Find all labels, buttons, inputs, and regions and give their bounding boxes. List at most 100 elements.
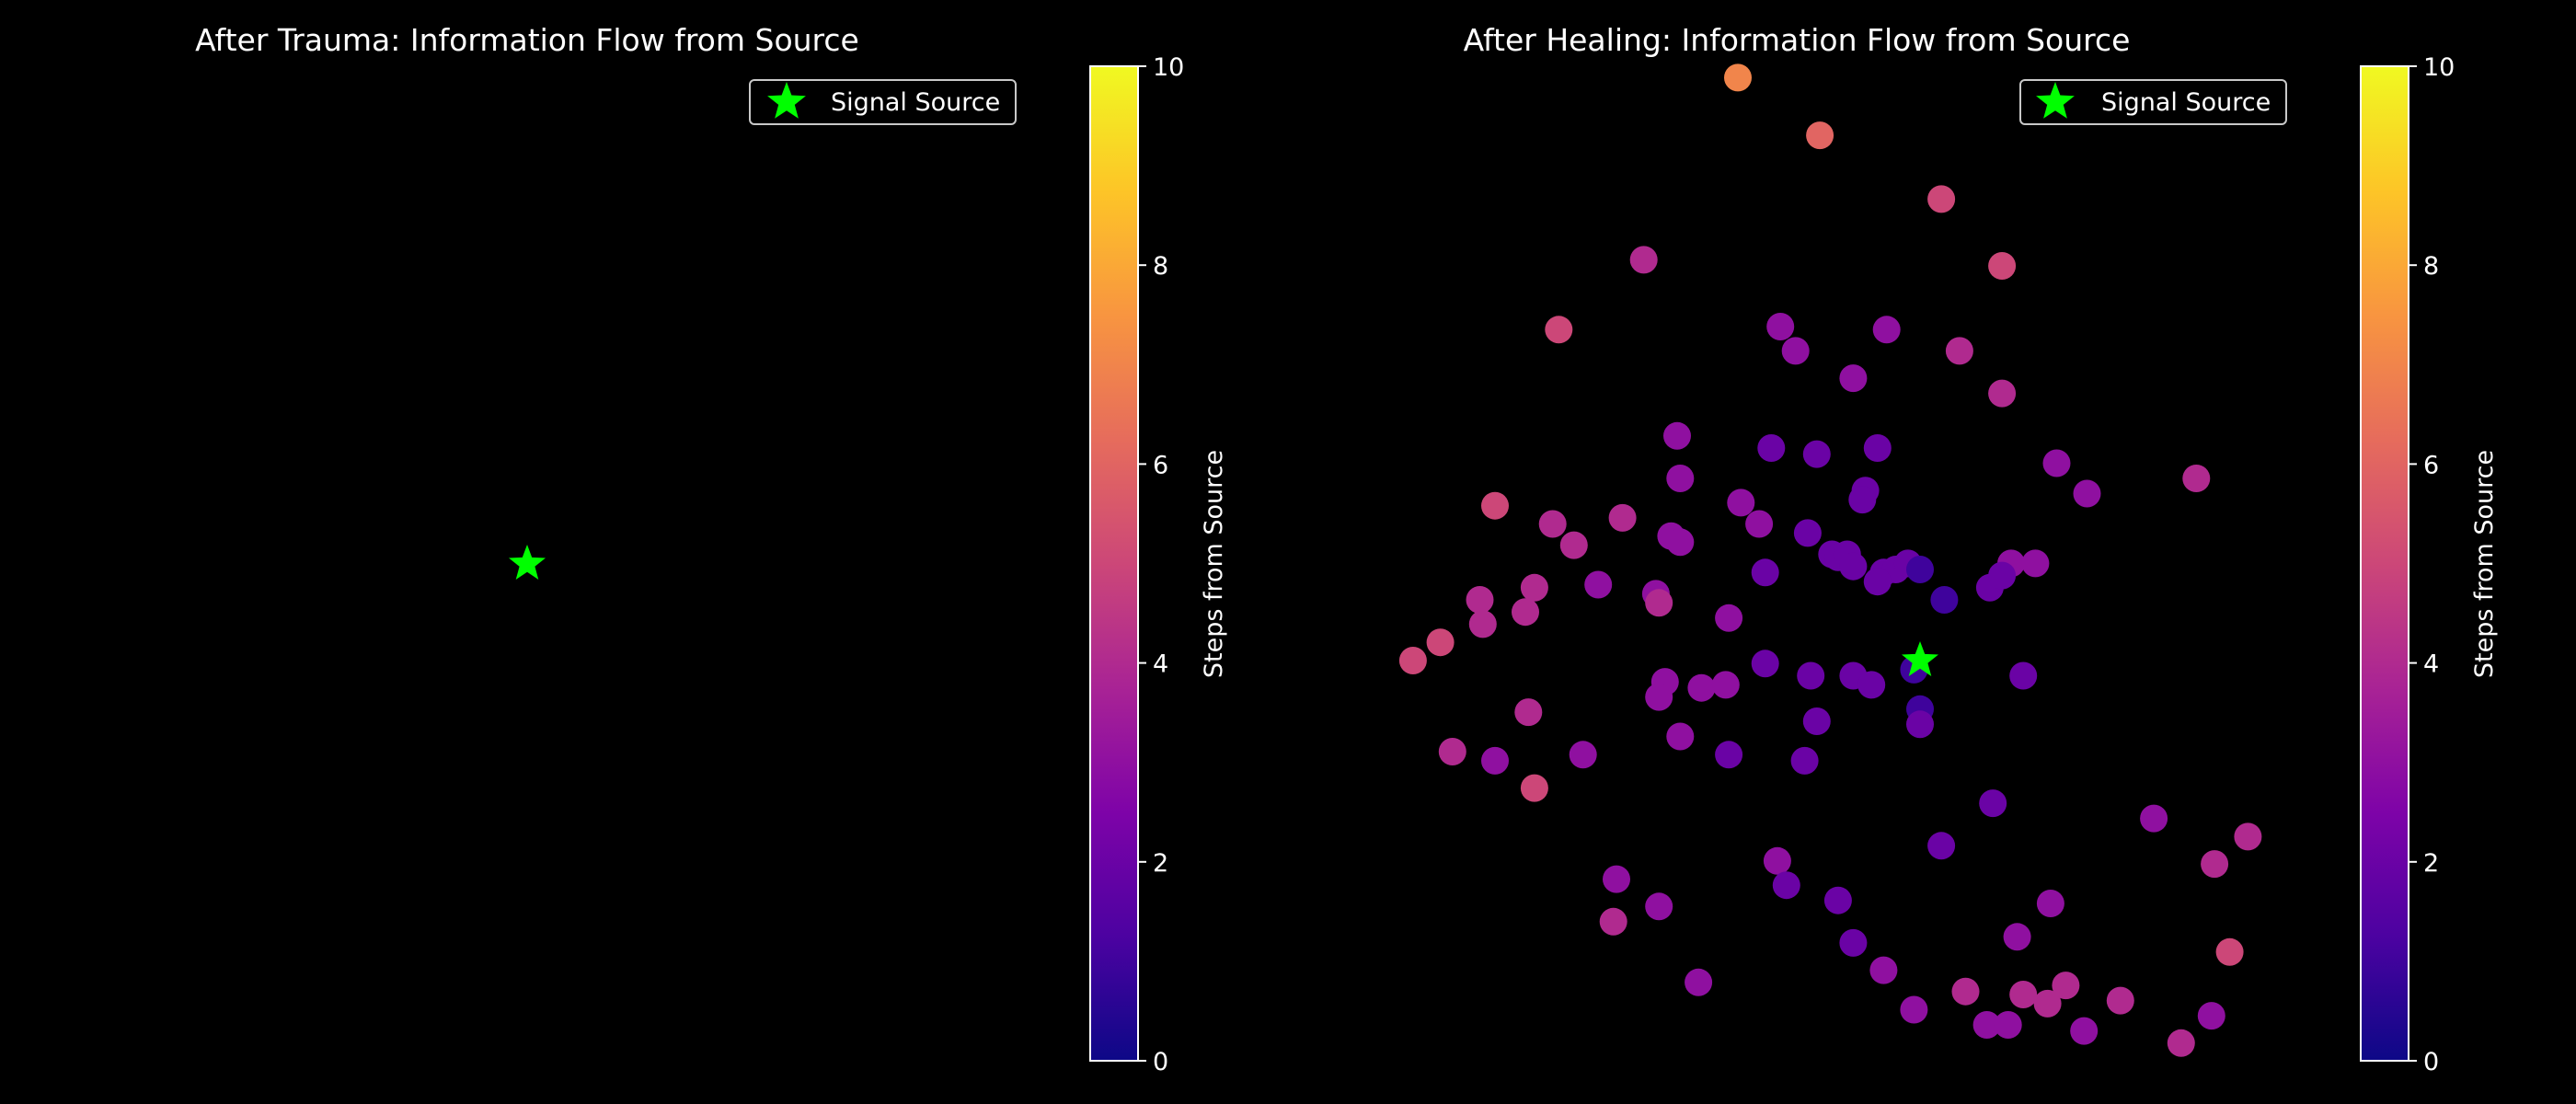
data-point xyxy=(1715,741,1743,769)
data-point xyxy=(1945,337,1973,365)
data-point xyxy=(1806,121,1834,150)
data-point xyxy=(2009,981,2038,1008)
data-point xyxy=(1545,316,1573,344)
data-point xyxy=(1512,598,1539,627)
trauma-legend-star-icon xyxy=(767,82,806,119)
data-point xyxy=(1727,489,1755,517)
data-point xyxy=(1663,421,1691,450)
data-point xyxy=(1872,316,1901,344)
data-point xyxy=(1666,465,1695,492)
healing-legend-star-icon xyxy=(2036,82,2075,119)
healing-panel: After Healing: Information Flow from Sou… xyxy=(1398,22,2499,1076)
data-point xyxy=(1514,698,1543,727)
data-point xyxy=(1927,832,1956,860)
colorbar-tick-label: 2 xyxy=(2423,849,2439,878)
data-point xyxy=(1863,568,1892,596)
colorbar-tick-label: 10 xyxy=(1153,53,1184,82)
healing-colorbar-gradient xyxy=(2360,65,2409,1062)
data-point xyxy=(1724,63,1752,92)
data-point xyxy=(1481,491,1509,520)
data-point xyxy=(1797,661,1825,690)
data-point xyxy=(1757,434,1786,462)
data-point xyxy=(1839,364,1868,393)
data-point xyxy=(1763,846,1791,875)
data-point xyxy=(1781,337,1810,365)
data-point xyxy=(1839,552,1868,581)
data-point xyxy=(2009,661,2038,690)
data-point xyxy=(1988,561,2017,590)
data-point xyxy=(1715,604,1743,632)
colorbar-tick-label: 0 xyxy=(1153,1048,1168,1076)
colorbar-tick-label: 4 xyxy=(1153,650,1168,679)
data-point xyxy=(2033,989,2062,1018)
colorbar-tick-label: 6 xyxy=(1153,451,1168,479)
data-point xyxy=(1666,528,1695,557)
data-point xyxy=(1979,789,2007,818)
trauma-title: After Trauma: Information Flow from Sour… xyxy=(195,22,859,58)
data-point xyxy=(1569,741,1597,769)
data-point xyxy=(1687,673,1716,702)
data-point xyxy=(2073,479,2101,508)
data-point xyxy=(1398,647,1427,674)
healing-title: After Healing: Information Flow from Sou… xyxy=(1464,22,2131,58)
data-point xyxy=(2106,986,2134,1015)
data-point xyxy=(1802,440,1831,468)
healing-colorbar: Steps from Source 0 2 4 6 8 10 xyxy=(2360,53,2499,1076)
data-point xyxy=(1603,865,1630,893)
data-point xyxy=(1438,738,1466,765)
signal-source-star-icon xyxy=(1902,641,1938,676)
data-point xyxy=(1559,531,1588,559)
data-point xyxy=(1666,722,1695,751)
trauma-legend: Signal Source xyxy=(749,79,1017,125)
data-point xyxy=(1751,650,1779,678)
data-point xyxy=(1951,977,1980,1006)
colorbar-tick-label: 8 xyxy=(2423,252,2439,281)
colorbar-tick-label: 10 xyxy=(2423,53,2455,82)
data-point xyxy=(1857,671,1886,699)
data-point xyxy=(2070,1017,2099,1045)
data-point xyxy=(1751,558,1779,587)
data-point xyxy=(1481,746,1509,775)
data-point xyxy=(2036,890,2064,917)
data-point xyxy=(2003,923,2031,951)
data-point xyxy=(1426,628,1455,657)
data-point xyxy=(1972,1011,2001,1039)
trauma-colorbar: Steps from Source 0 2 4 6 8 10 xyxy=(1089,53,1228,1076)
data-point xyxy=(1790,746,1819,775)
data-point xyxy=(2140,804,2168,833)
data-point xyxy=(1772,871,1800,900)
data-point xyxy=(1538,510,1567,538)
data-point xyxy=(1906,710,1934,739)
data-point xyxy=(2182,465,2211,492)
data-point xyxy=(2201,850,2229,879)
data-point xyxy=(1906,556,1934,583)
data-point xyxy=(1863,434,1892,462)
data-point xyxy=(1823,886,1852,914)
data-point xyxy=(2215,937,2244,966)
data-point xyxy=(1927,185,1956,213)
data-point xyxy=(1520,573,1548,602)
data-point xyxy=(1645,589,1673,617)
signal-source-star-icon xyxy=(509,545,546,580)
data-point xyxy=(2042,449,2071,477)
data-point xyxy=(1645,892,1673,921)
trauma-points xyxy=(509,545,546,580)
data-point xyxy=(1468,610,1497,638)
data-point xyxy=(1869,956,1898,984)
trauma-legend-frame xyxy=(749,79,1017,125)
trauma-colorbar-gradient xyxy=(1089,65,1139,1062)
data-point xyxy=(2197,1002,2225,1030)
healing-colorbar-label: Steps from Source xyxy=(2470,450,2499,678)
data-point xyxy=(1839,928,1868,957)
data-point xyxy=(1994,1011,2022,1039)
healing-legend-frame xyxy=(2019,79,2287,125)
data-point xyxy=(1584,570,1613,599)
data-point xyxy=(1520,774,1548,802)
data-point xyxy=(1629,246,1658,274)
data-point xyxy=(1645,683,1673,711)
healing-legend-label: Signal Source xyxy=(2101,88,2271,117)
colorbar-tick-label: 6 xyxy=(2423,451,2439,479)
data-point xyxy=(2234,822,2262,851)
data-point xyxy=(2021,549,2050,578)
